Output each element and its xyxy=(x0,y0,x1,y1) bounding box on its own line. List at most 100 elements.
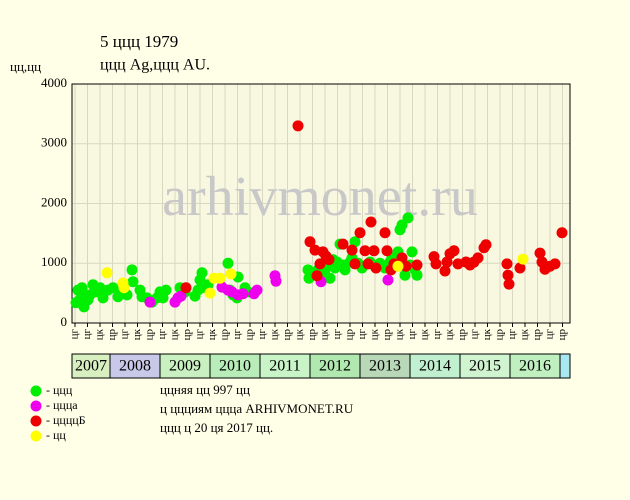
legend-marker xyxy=(30,400,42,412)
year-band xyxy=(509,353,561,379)
note: ццняя цц 997 цц xyxy=(160,382,250,397)
year-band xyxy=(71,353,111,379)
x-tick-label: цг xyxy=(81,329,93,340)
x-tick-label: цг xyxy=(331,329,343,340)
x-tick-label: цр xyxy=(181,329,193,341)
x-tick-label: цк xyxy=(294,328,306,340)
x-tick-label: цк xyxy=(206,328,218,340)
point xyxy=(349,258,361,270)
chart-subtitle: ццц Ag,ццц AU. xyxy=(100,57,210,74)
point xyxy=(222,257,234,269)
x-tick-label: цр xyxy=(306,329,318,341)
point xyxy=(556,227,568,239)
y-tick-label: 2000 xyxy=(41,194,67,209)
point xyxy=(406,246,418,258)
x-tick-label: цк xyxy=(444,328,456,340)
year-band xyxy=(209,353,261,379)
point xyxy=(502,269,514,281)
point xyxy=(311,270,323,282)
x-tick-label: цг xyxy=(156,329,168,340)
x-tick-label: цр xyxy=(456,329,468,341)
year-label: 2007 xyxy=(75,358,107,375)
x-tick-label: цк xyxy=(519,328,531,340)
chart-title: 5 ццц 1979 xyxy=(100,32,178,51)
note: ццц ц 20 ця 2017 цц. xyxy=(160,420,273,435)
note: ц ццциям ццца ARHIVMONET.RU xyxy=(160,401,354,416)
year-band xyxy=(459,353,511,379)
point xyxy=(503,278,515,290)
point xyxy=(359,245,371,257)
x-tick-label: цк xyxy=(319,328,331,340)
year-label: 2011 xyxy=(269,358,300,375)
legend-marker xyxy=(30,430,42,442)
point xyxy=(175,290,187,302)
y-tick-label: 0 xyxy=(61,314,68,329)
x-tick-label: цр xyxy=(381,329,393,341)
plot-frame xyxy=(71,83,571,324)
x-tick-label: цр xyxy=(106,329,118,341)
point xyxy=(501,258,513,270)
year-label: 2012 xyxy=(319,358,351,375)
point xyxy=(160,284,172,296)
x-tick-label: цр xyxy=(244,329,256,341)
year-label: 2016 xyxy=(519,358,551,375)
watermark: arhivmonet.ru xyxy=(162,166,478,228)
x-tick-label: цр xyxy=(144,329,156,341)
point xyxy=(399,269,411,281)
x-tick-label: цр xyxy=(344,329,356,341)
point xyxy=(314,258,326,270)
point xyxy=(411,269,423,281)
point xyxy=(196,267,208,279)
point xyxy=(441,256,453,268)
point xyxy=(225,268,237,280)
point xyxy=(370,262,382,274)
x-tick-label: цг xyxy=(231,329,243,340)
year-label: 2015 xyxy=(469,358,501,375)
point xyxy=(118,282,130,294)
point xyxy=(549,258,561,270)
point xyxy=(381,245,393,257)
x-tick-label: цг xyxy=(506,329,518,340)
x-tick-label: цк xyxy=(131,328,143,340)
y-tick-label: 1000 xyxy=(41,254,67,269)
y-tick-label: 3000 xyxy=(41,135,67,150)
x-tick-label: цк xyxy=(169,328,181,340)
point xyxy=(439,265,451,277)
x-tick-label: цк xyxy=(369,328,381,340)
x-tick-label: цг xyxy=(469,329,481,340)
point xyxy=(354,227,366,239)
year-label: 2010 xyxy=(219,358,251,375)
x-tick-label: цр xyxy=(556,329,568,341)
point xyxy=(349,236,361,248)
point xyxy=(430,258,442,270)
point xyxy=(302,264,314,276)
point xyxy=(251,284,263,296)
point xyxy=(126,264,138,276)
point xyxy=(76,282,88,294)
x-tick-label: цг xyxy=(194,329,206,340)
point xyxy=(517,253,529,265)
marks: - ццц- ццца- ццццБ- цц ццняя цц 997 цц ц ц… xyxy=(30,120,568,442)
year-band xyxy=(409,353,461,379)
x-tick-label: цк xyxy=(94,328,106,340)
legend-marker xyxy=(30,385,42,397)
point xyxy=(101,267,113,279)
x-tick-label: цг xyxy=(431,329,443,340)
x-tick-label: цг xyxy=(544,329,556,340)
x-tick-label: цк xyxy=(269,328,281,340)
year-label: 2008 xyxy=(119,358,151,375)
point xyxy=(514,262,526,274)
point xyxy=(396,252,408,264)
year-band-end xyxy=(559,353,571,379)
x-tick-label: цр xyxy=(494,329,506,341)
point xyxy=(337,238,349,250)
point xyxy=(448,245,460,257)
point xyxy=(127,276,139,288)
year-band xyxy=(359,353,411,379)
point xyxy=(365,216,377,228)
x-tick-label: цг xyxy=(406,329,418,340)
year-label: 2014 xyxy=(419,358,451,375)
point xyxy=(382,274,394,286)
